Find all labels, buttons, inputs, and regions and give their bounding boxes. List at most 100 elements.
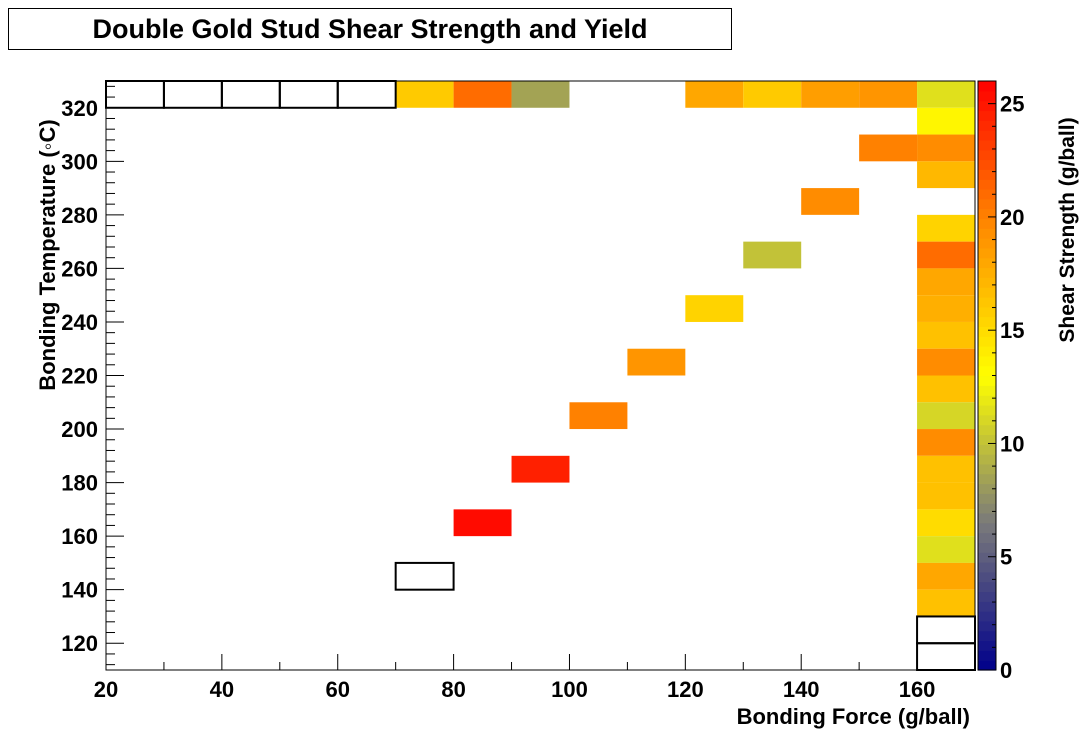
x-tick-label: 100 <box>551 677 588 702</box>
colorbar-band <box>978 296 996 308</box>
x-tick-label: 60 <box>325 677 349 702</box>
colorbar-band <box>978 375 996 386</box>
heatmap-cell <box>917 134 975 162</box>
empty-cell <box>105 80 165 109</box>
colorbar-band <box>978 100 996 112</box>
heatmap-cell <box>917 107 975 135</box>
heatmap-cell <box>917 562 975 590</box>
heatmap-cell <box>917 429 975 456</box>
colorbar-band <box>978 355 996 367</box>
colorbar-band <box>978 257 996 269</box>
colorbar-band <box>978 571 996 583</box>
colorbar-band <box>978 238 996 249</box>
y-tick-label: 300 <box>61 149 98 174</box>
empty-cell <box>278 80 339 109</box>
colorbar-band <box>978 434 996 445</box>
heatmap-cell <box>917 509 975 537</box>
heatmap-cell <box>917 455 975 483</box>
colorbar-band <box>978 346 996 357</box>
heatmap-cell <box>453 509 512 537</box>
y-tick-label: 240 <box>61 310 98 335</box>
colorbar-band <box>978 483 996 494</box>
x-tick-label: 160 <box>899 677 936 702</box>
colorbar-band <box>978 552 996 563</box>
x-axis-label: Bonding Force (g/ball) <box>736 704 970 729</box>
colorbar-band <box>978 110 996 121</box>
colorbar-band <box>978 159 996 170</box>
colorbar-band <box>978 336 996 347</box>
heatmap-cell <box>511 81 570 108</box>
y-tick-label: 200 <box>61 417 98 442</box>
colorbar-band <box>978 267 996 278</box>
colorbar-band <box>978 365 996 377</box>
heatmap-cell <box>917 348 975 376</box>
colorbar-band <box>978 650 996 661</box>
colorbar-band <box>978 424 996 435</box>
chart-title: Double Gold Stud Shear Strength and Yiel… <box>8 8 732 50</box>
colorbar-band <box>978 581 996 593</box>
heatmap-cell <box>743 81 802 108</box>
colorbar-band <box>978 562 996 573</box>
empty-cell <box>162 80 223 109</box>
colorbar-band <box>978 660 996 671</box>
heatmap-cell <box>511 455 570 483</box>
empty-cell <box>394 561 455 591</box>
colorbar-band <box>978 395 996 406</box>
colorbar-band <box>978 503 996 514</box>
empty-cell <box>916 615 976 645</box>
colorbar-band <box>978 169 996 180</box>
colorbar-band <box>978 463 996 475</box>
colorbar-band <box>978 493 996 504</box>
x-tick-label: 140 <box>783 677 820 702</box>
colorbar-band <box>978 326 996 337</box>
colorbar-band <box>978 188 996 200</box>
heatmap-cell <box>917 536 975 563</box>
y-tick-label: 120 <box>61 631 98 656</box>
colorbar-tick-label: 25 <box>1000 92 1024 117</box>
colorbar-band <box>978 601 996 612</box>
y-tick-label: 260 <box>61 256 98 281</box>
heatmap-cell <box>917 589 975 617</box>
colorbar-band <box>978 620 996 632</box>
colorbar-band <box>978 454 996 465</box>
colorbar-band <box>978 640 996 651</box>
colorbar-band <box>978 444 996 455</box>
colorbar-band <box>978 179 996 190</box>
heatmap-cell <box>859 81 918 108</box>
colorbar-tick-label: 20 <box>1000 205 1024 230</box>
heatmap-cell <box>917 161 975 189</box>
heatmap-cell <box>917 241 975 269</box>
colorbar-tick-label: 10 <box>1000 431 1024 456</box>
heatmap-cell <box>453 81 512 108</box>
colorbar-band <box>978 287 996 298</box>
colorbar-band <box>978 404 996 416</box>
colorbar-band <box>978 247 996 259</box>
heatmap-cell <box>917 81 975 108</box>
colorbar-band <box>978 120 996 131</box>
colorbar-band <box>978 611 996 622</box>
colorbar-band <box>978 198 996 210</box>
colorbar-band <box>978 130 996 141</box>
heatmap-cell <box>801 188 860 215</box>
heatmap-cell <box>627 348 686 376</box>
heatmap-cell <box>395 81 454 108</box>
x-tick-label: 80 <box>441 677 465 702</box>
heatmap-cell <box>859 134 918 162</box>
x-tick-label: 120 <box>667 677 704 702</box>
empty-cell <box>220 80 281 109</box>
colorbar-tick-label: 0 <box>1000 658 1012 683</box>
colorbar-band <box>978 532 996 543</box>
colorbar-band <box>978 591 996 602</box>
colorbar-band <box>978 228 996 239</box>
colorbar-band <box>978 218 996 229</box>
colorbar-band <box>978 90 996 102</box>
colorbar-band <box>978 522 996 534</box>
colorbar-band <box>978 385 996 396</box>
x-tick-label: 20 <box>94 677 118 702</box>
colorbar-band <box>978 149 996 161</box>
empty-cell <box>916 642 976 672</box>
y-tick-label: 220 <box>61 364 98 389</box>
y-tick-label: 140 <box>61 578 98 603</box>
y-tick-label: 160 <box>61 524 98 549</box>
